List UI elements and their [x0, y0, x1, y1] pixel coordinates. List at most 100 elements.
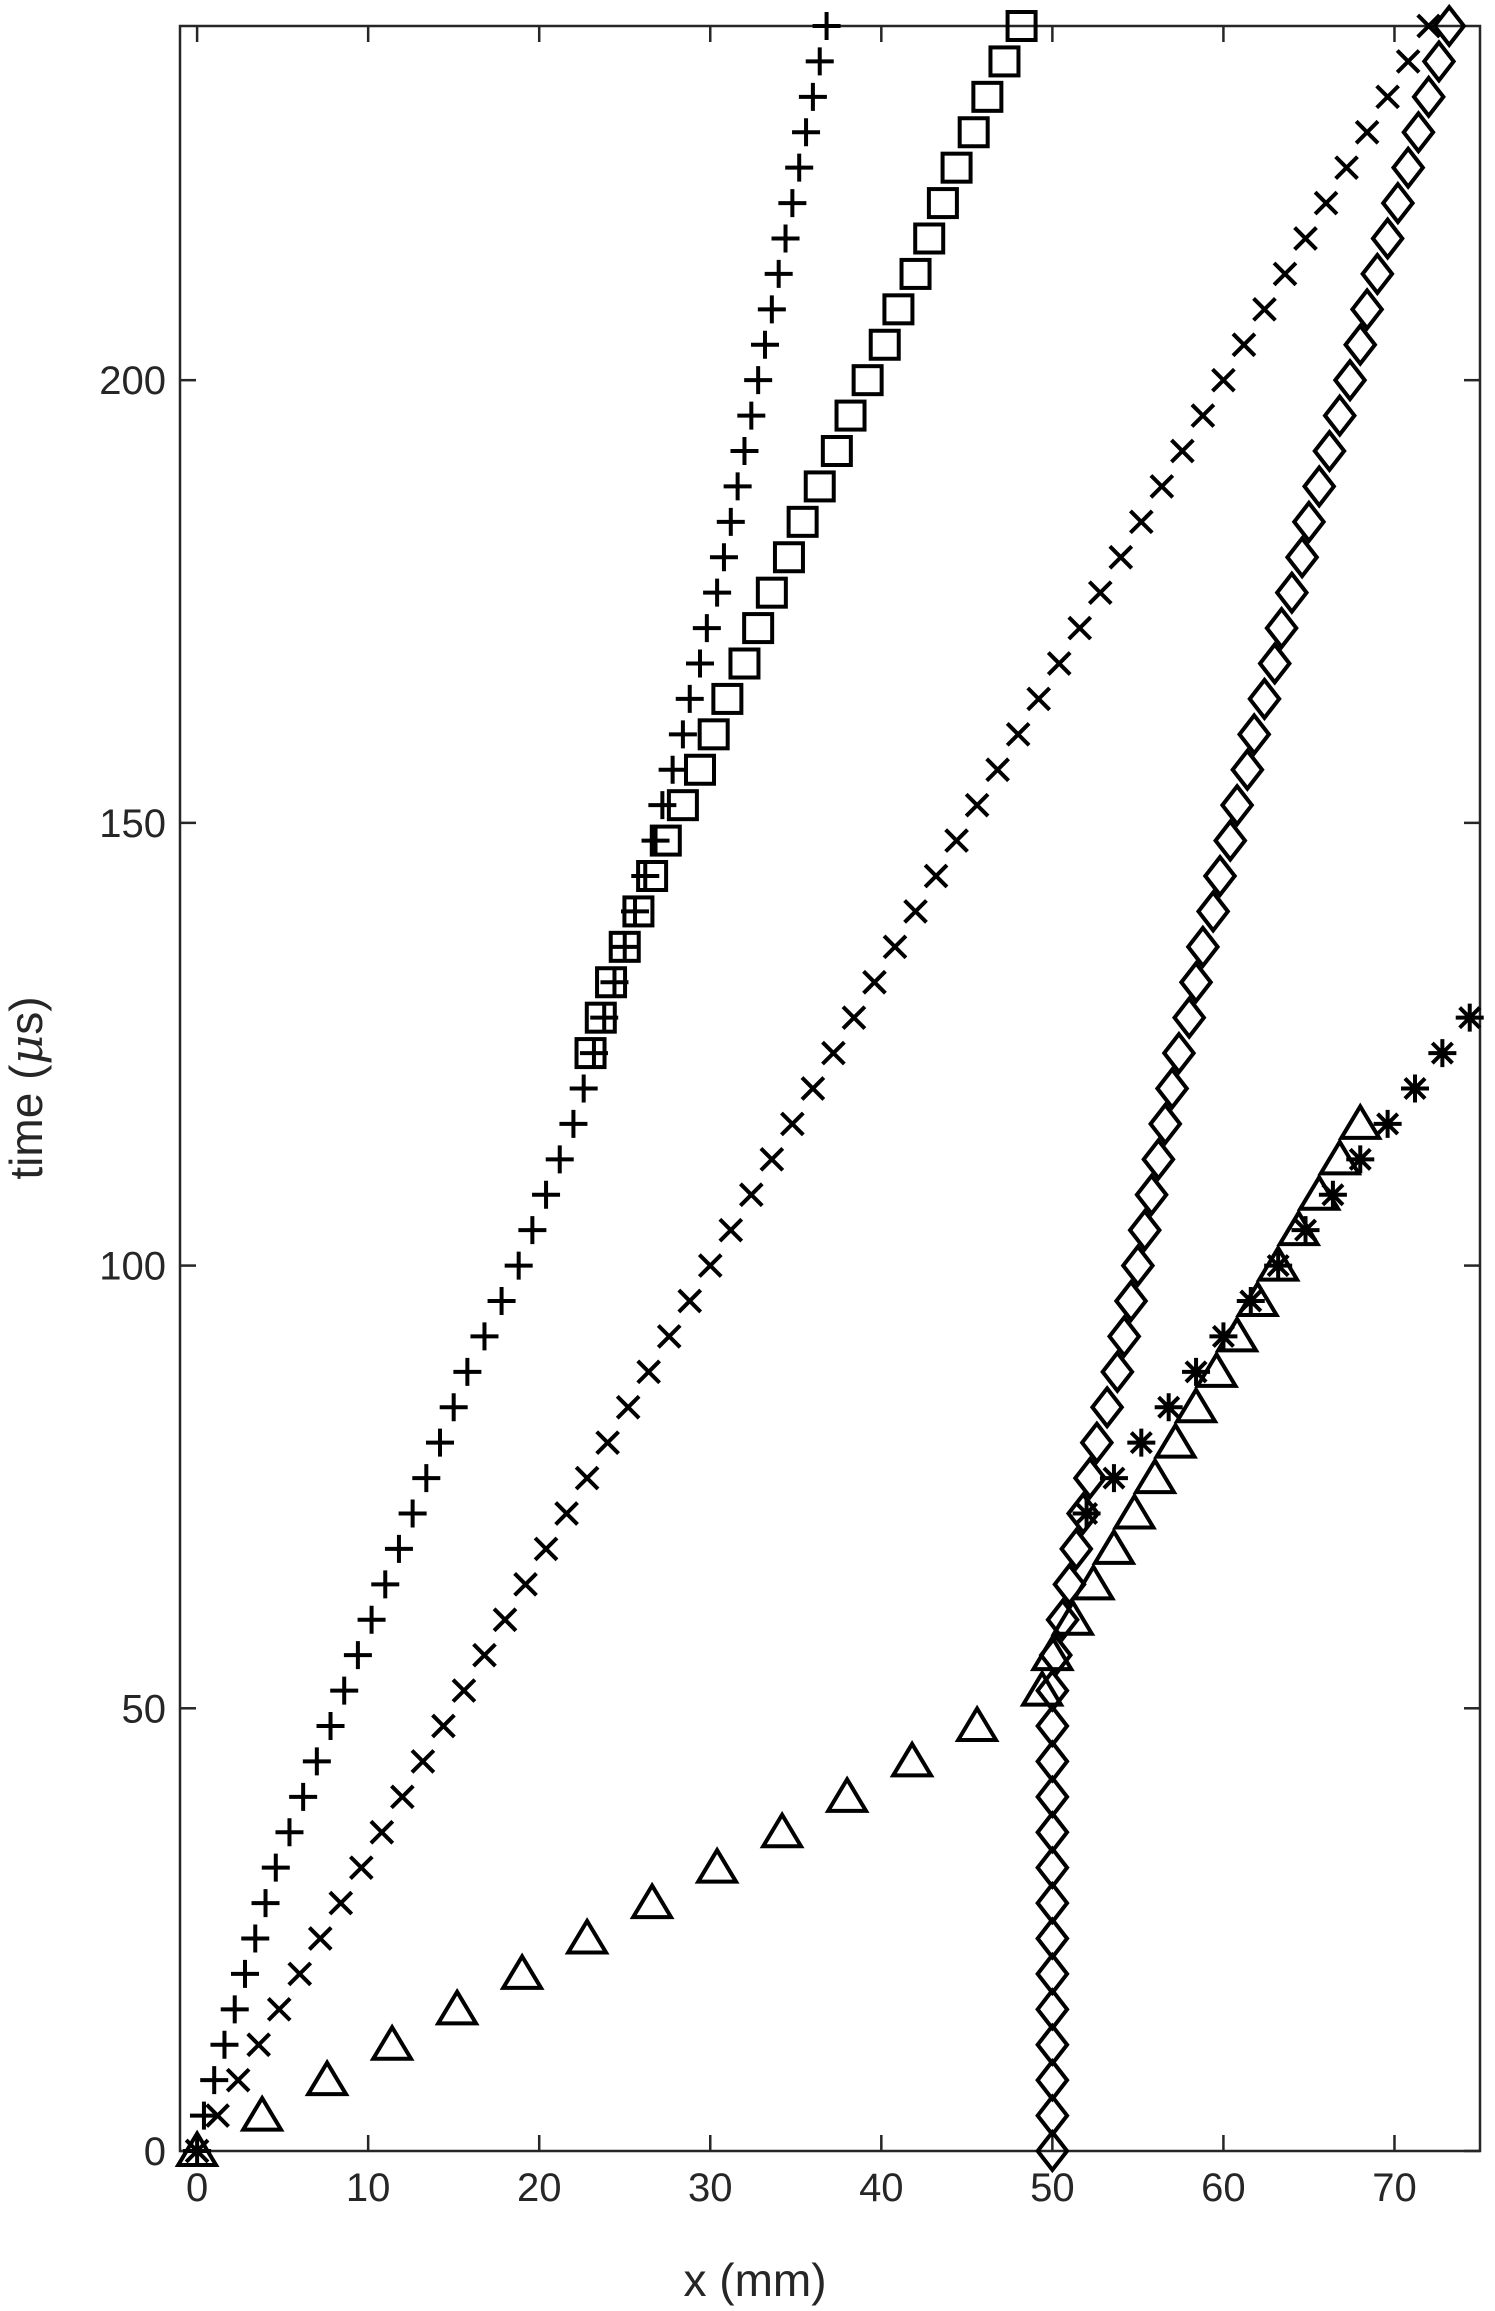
- triangle-marker: [824, 1775, 870, 1813]
- square-marker: [608, 930, 641, 963]
- diamond-marker: [1332, 358, 1368, 403]
- y-axis-label-prefix: time (: [0, 1064, 52, 1180]
- cross-marker: [718, 1217, 744, 1243]
- square-marker: [926, 187, 959, 220]
- diamond-marker: [1178, 960, 1214, 1005]
- cross-marker: [615, 1394, 641, 1420]
- cross-marker: [328, 1890, 354, 1916]
- plus-marker: [470, 1322, 499, 1351]
- cross-marker: [1272, 261, 1298, 287]
- diamond-marker: [1360, 251, 1395, 297]
- cross-marker: [410, 1749, 436, 1774]
- diamond-marker: [1106, 1314, 1142, 1359]
- plus-marker: [189, 2101, 218, 2130]
- diamond-marker: [1035, 1703, 1070, 1749]
- x-tick-label: 0: [186, 2166, 208, 2210]
- cross-marker: [348, 1855, 374, 1881]
- asterisk-marker: [1072, 1499, 1101, 1528]
- diamond-marker: [1431, 3, 1467, 49]
- square-marker: [940, 151, 973, 184]
- diamond-marker: [1127, 1208, 1162, 1253]
- square-marker: [666, 789, 699, 822]
- plus-marker: [412, 1464, 441, 1493]
- cross-marker: [944, 828, 969, 853]
- asterisk-marker: [1127, 1428, 1156, 1457]
- diamond-marker: [1035, 1951, 1070, 1997]
- cross-marker: [1375, 84, 1400, 110]
- triangle-marker: [564, 1917, 610, 1955]
- square-marker: [772, 541, 805, 574]
- series-triangle: [174, 1102, 1383, 2167]
- diamond-marker: [1059, 1526, 1094, 1572]
- cross-marker: [1313, 190, 1339, 216]
- plus-marker: [716, 507, 745, 536]
- cross-marker: [554, 1501, 579, 1526]
- cross-marker: [1211, 367, 1236, 393]
- diamond-marker: [1035, 1845, 1070, 1890]
- asterisk-marker: [1291, 1216, 1320, 1245]
- asterisk-marker: [1154, 1393, 1183, 1422]
- diamond-marker: [1035, 1987, 1070, 2032]
- x-tick-label: 70: [1372, 2166, 1417, 2210]
- cross-marker: [903, 899, 928, 924]
- diamond-marker: [1035, 1774, 1070, 1819]
- diamond-marker: [1257, 641, 1292, 686]
- plus-marker: [251, 1889, 280, 1918]
- square-marker: [786, 505, 819, 538]
- diamond-marker: [1322, 393, 1357, 438]
- plus-marker: [371, 1570, 400, 1599]
- diamond-marker: [1230, 747, 1265, 792]
- y-tick-label: 50: [122, 1687, 167, 1731]
- triangle-marker: [304, 2058, 350, 2097]
- triangle-marker: [1070, 1562, 1116, 1601]
- square-marker: [684, 753, 716, 786]
- asterisk-marker: [1373, 1109, 1402, 1138]
- cross-marker: [246, 2032, 272, 2058]
- triangle-marker: [1132, 1456, 1178, 1495]
- square-marker: [899, 257, 932, 290]
- cross-marker: [1170, 438, 1195, 464]
- plot-frame: [178, 24, 1482, 2153]
- plus-marker: [812, 12, 841, 40]
- diamond-marker: [1171, 995, 1207, 1040]
- y-tick-label: 200: [99, 359, 166, 403]
- diamond-marker: [1079, 1420, 1115, 1465]
- cross-marker: [862, 969, 887, 995]
- plus-marker: [302, 1747, 331, 1776]
- plus-marker: [210, 2030, 239, 2059]
- cross-marker: [369, 1819, 395, 1845]
- cross-marker: [1231, 332, 1257, 358]
- plus-marker: [200, 2066, 229, 2095]
- triangle-marker: [239, 2094, 285, 2132]
- plus-marker: [751, 330, 779, 359]
- square-marker: [755, 576, 788, 609]
- series-diamond: [1035, 3, 1467, 2174]
- triangle-marker: [1173, 1385, 1219, 1424]
- plus-marker: [261, 1853, 290, 1882]
- cross-marker: [451, 1678, 477, 1703]
- cross-marker: [1005, 721, 1031, 747]
- diamond-marker: [1202, 853, 1238, 899]
- diamond-marker: [1195, 889, 1231, 934]
- triangle-marker: [1050, 1598, 1096, 1636]
- triangle-marker: [1019, 1669, 1065, 1707]
- plus-marker: [668, 720, 697, 749]
- square-marker: [584, 1001, 617, 1034]
- square-marker: [971, 80, 1004, 113]
- square-marker: [1005, 10, 1038, 42]
- diamond-marker: [1035, 2022, 1070, 2067]
- plus-marker: [330, 1676, 359, 1705]
- series-square: [574, 10, 1038, 1070]
- plus-marker: [275, 1818, 304, 1847]
- cross-marker: [1046, 651, 1072, 676]
- triangle-marker: [1153, 1421, 1198, 1459]
- diamond-marker: [1213, 818, 1248, 863]
- triangle-marker: [629, 1881, 675, 1920]
- cross-marker: [800, 1076, 826, 1101]
- diamond-marker: [1343, 322, 1378, 367]
- plus-marker: [757, 295, 786, 324]
- plus-marker: [792, 118, 821, 147]
- diamond-marker: [1035, 2058, 1070, 2103]
- x-tick-label: 30: [688, 2166, 733, 2210]
- diamond-marker: [1089, 1385, 1125, 1430]
